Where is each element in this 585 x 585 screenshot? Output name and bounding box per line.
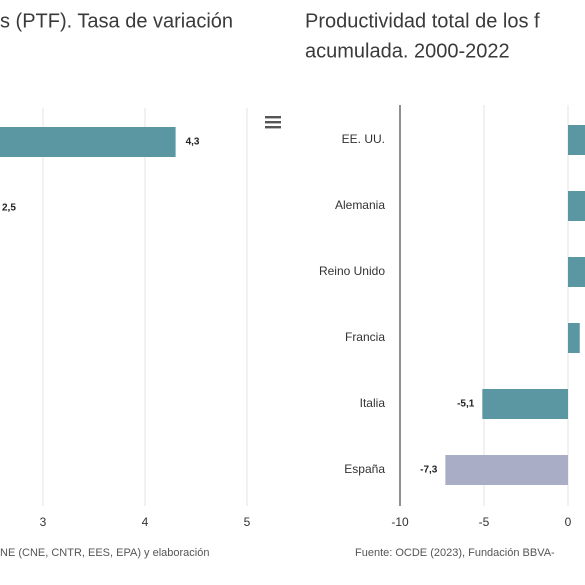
category-label: España bbox=[344, 462, 385, 476]
chart-title: s (PTF). Tasa de variación bbox=[0, 10, 233, 32]
chart-title: acumulada. 2000-2022 bbox=[305, 40, 510, 62]
menu-bar bbox=[265, 116, 281, 119]
value-label: 4,3 bbox=[186, 137, 200, 148]
x-tick-label: 3 bbox=[40, 515, 47, 529]
x-tick-label: -10 bbox=[391, 515, 409, 529]
x-tick-label: 0 bbox=[565, 515, 572, 529]
value-label: 2,5 bbox=[2, 203, 16, 214]
source-note: NE (CNE, CNTR, EES, EPA) y elaboración bbox=[0, 547, 209, 559]
source-note: Fuente: OCDE (2023), Fundación BBVA- bbox=[355, 547, 555, 559]
menu-icon[interactable] bbox=[265, 116, 281, 129]
x-tick-label: 4 bbox=[142, 515, 149, 529]
bar bbox=[568, 191, 585, 221]
value-label: -7,3 bbox=[420, 465, 438, 476]
category-label: Reino Unido bbox=[319, 264, 385, 278]
bar bbox=[568, 125, 585, 155]
value-label: -5,1 bbox=[457, 399, 475, 410]
menu-bar bbox=[265, 126, 281, 129]
category-label: Alemania bbox=[335, 198, 385, 212]
category-label: Francia bbox=[345, 330, 385, 344]
chart-title: Productividad total de los f bbox=[305, 10, 540, 32]
category-label: EE. UU. bbox=[342, 132, 385, 146]
bar bbox=[568, 323, 580, 353]
menu-bar bbox=[265, 121, 281, 124]
x-tick-label: 5 bbox=[244, 515, 251, 529]
category-label: Italia bbox=[360, 396, 386, 410]
bar bbox=[482, 389, 568, 419]
x-tick-label: -5 bbox=[479, 515, 490, 529]
bar bbox=[445, 455, 568, 485]
bar bbox=[568, 257, 585, 287]
bar bbox=[0, 127, 176, 157]
